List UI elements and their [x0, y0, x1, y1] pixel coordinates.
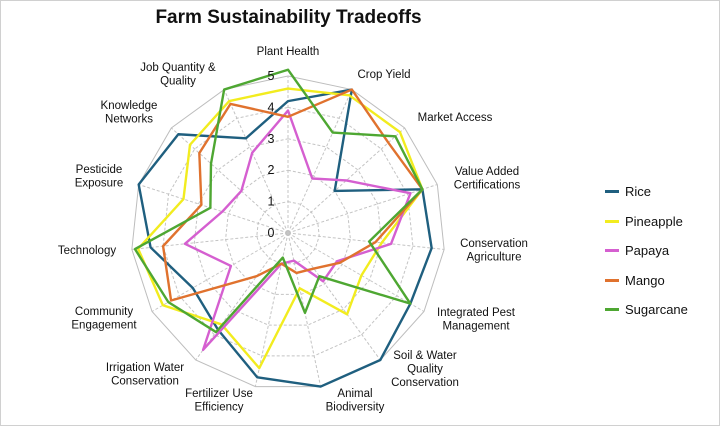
grid-ring-3: [193, 138, 383, 326]
legend: Rice Pineapple Papaya Mango Sugarcane: [605, 177, 688, 325]
spoke-6: [287, 232, 425, 312]
legend-label: Rice: [625, 184, 652, 200]
series-line-rice: [137, 88, 433, 388]
axis-label-15: Job Quantity & Quality: [140, 62, 216, 88]
spoke-12: [131, 232, 289, 250]
axis-label-8: Animal Biodiversity: [326, 388, 385, 414]
chart-title: Farm Sustainability Tradeoffs: [155, 7, 422, 28]
tick-label-2: 2: [268, 163, 275, 177]
axis-label-13: Pesticide Exposure: [75, 164, 124, 190]
axis-label-2: Crop Yield: [357, 69, 410, 81]
legend-label: Mango: [625, 272, 665, 288]
spoke-9: [254, 232, 289, 387]
spoke-10: [195, 232, 289, 361]
axis-label-1: Plant Health: [257, 46, 320, 58]
legend-item-mango: Mango: [605, 266, 688, 296]
axis-label-5: Conservation Agriculture: [460, 238, 528, 264]
axis-label-12: Technology: [58, 245, 116, 257]
spoke-15: [223, 89, 289, 234]
axis-label-9: Fertilizer Use Efficiency: [185, 388, 253, 414]
legend-label: Pineapple: [625, 213, 683, 229]
legend-swatch: [605, 308, 619, 312]
grid-ring-4: [162, 106, 414, 357]
spoke-3: [287, 127, 406, 234]
legend-item-sugarcane: Sugarcane: [605, 295, 688, 325]
tick-label-4: 4: [268, 100, 275, 114]
spoke-4: [287, 184, 438, 234]
legend-label: Papaya: [625, 243, 670, 259]
spoke-7: [287, 232, 381, 361]
legend-label: Sugarcane: [625, 302, 688, 318]
axis-label-4: Value Added Certifications: [454, 166, 521, 192]
axis-label-6: Integrated Pest Management: [437, 307, 516, 333]
legend-item-papaya: Papaya: [605, 236, 688, 266]
legend-item-pineapple: Pineapple: [605, 207, 688, 237]
axis-label-10: Irrigation Water Conservation: [106, 362, 184, 388]
legend-swatch: [605, 219, 619, 223]
grid-ring-2: [225, 169, 351, 295]
spoke-8: [287, 232, 322, 387]
tick-label-1: 1: [268, 195, 275, 209]
tick-label-5: 5: [268, 69, 275, 83]
axis-label-11: Community Engagement: [71, 306, 137, 332]
axis-label-7: Soil & Water Quality Conservation: [391, 350, 459, 389]
spoke-5: [287, 232, 445, 250]
axis-label-14: Knowledge Networks: [101, 100, 158, 126]
legend-swatch: [605, 190, 619, 194]
spoke-13: [138, 184, 289, 234]
legend-item-rice: Rice: [605, 177, 688, 207]
axis-label-3: Market Access: [418, 112, 493, 124]
series-line-mango: [161, 88, 424, 302]
series-line-sugarcane: [133, 68, 424, 334]
grid-ring-5: [131, 75, 445, 388]
series-line-papaya: [183, 109, 412, 352]
tick-label-0: 0: [268, 226, 275, 240]
legend-swatch: [605, 278, 619, 282]
center-marker: [285, 230, 291, 236]
spoke-2: [287, 89, 353, 234]
series-line-pineapple: [136, 87, 424, 370]
grid-ring-1: [256, 201, 320, 265]
legend-swatch: [605, 249, 619, 253]
tick-label-3: 3: [268, 132, 275, 146]
